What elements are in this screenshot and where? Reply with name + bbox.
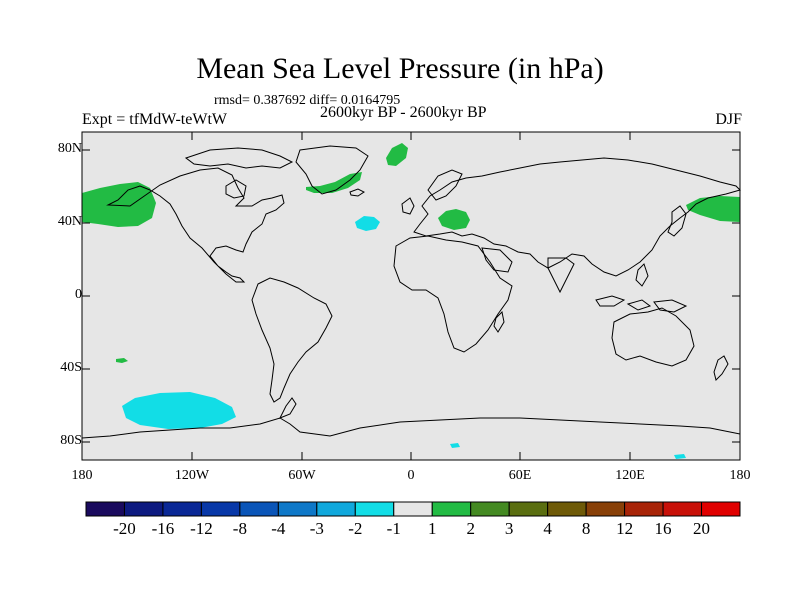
- anomaly-regions: [82, 143, 740, 459]
- lat-label-40s: 40S: [60, 360, 82, 375]
- coastline-hudson-bay: [225, 179, 247, 199]
- coastline-arabia: [481, 247, 513, 273]
- coastline-arctic-islands: [184, 147, 294, 169]
- colorbar-label: -2: [348, 519, 363, 538]
- coastline-australia: [611, 307, 695, 367]
- coastline-africa: [393, 235, 513, 353]
- coastline-north-america: [106, 167, 285, 283]
- coastline-antarctic-peninsula: [278, 397, 297, 419]
- period-label: 2600kyr BP - 2600kyr BP: [320, 104, 487, 121]
- colorbar-box: [431, 501, 472, 517]
- colorbar-label: -4: [271, 519, 286, 538]
- lon-label-180w: 180: [71, 468, 93, 483]
- coastline-japan: [667, 205, 687, 237]
- colorbar-box: [200, 501, 241, 517]
- coastline-new-zealand: [713, 355, 729, 381]
- colorbar-label: -8: [232, 519, 247, 538]
- lon-label-0: 0: [407, 468, 415, 483]
- colorbar-label: 20: [693, 519, 711, 538]
- coastline-greenland: [295, 145, 369, 195]
- lon-label-60w: 60W: [288, 468, 316, 483]
- anomaly-small-negative-1: [450, 443, 460, 448]
- coastline-south-america: [251, 277, 333, 403]
- colorbar: [85, 501, 741, 517]
- colorbar-label: 12: [616, 519, 634, 538]
- anomaly-southern-ocean-negative: [122, 392, 236, 429]
- colorbar-label: -16: [151, 519, 175, 538]
- anomaly-europe-positive: [438, 209, 470, 230]
- colorbar-label: 16: [654, 519, 672, 538]
- lat-label-80s: 80S: [60, 433, 82, 448]
- coastline-madagascar: [493, 310, 505, 333]
- coastline-eurasia: [413, 157, 741, 277]
- anomaly-north-pacific-positive: [82, 182, 156, 227]
- colorbar-label: 1: [427, 519, 437, 538]
- season-label: DJF: [715, 111, 742, 128]
- lon-label-120e: 120E: [615, 468, 645, 483]
- colorbar-label: 8: [581, 519, 591, 538]
- stats-label: rmsd= 0.387692 diff= 0.0164795: [214, 93, 401, 108]
- colorbar-box: [701, 501, 741, 517]
- coastline-indonesia-1: [595, 295, 626, 307]
- map-title: Mean Sea Level Pressure (in hPa): [196, 52, 604, 85]
- coastline-scandinavia: [427, 169, 463, 201]
- anomaly-greenland-positive: [386, 143, 408, 166]
- coastlines: [81, 145, 741, 439]
- anomaly-atlantic-negative: [355, 216, 380, 231]
- lat-label-0: 0: [75, 287, 82, 302]
- colorbar-box: [470, 501, 510, 517]
- colorbar-box: [624, 501, 664, 517]
- anomaly-small-negative-2: [674, 454, 686, 459]
- coastline-iceland: [349, 188, 365, 197]
- colorbar-box: [85, 501, 125, 517]
- coastline-indonesia-2: [626, 299, 652, 311]
- anomaly-north-atlantic-positive: [306, 172, 362, 193]
- lat-label-80n: 80N: [57, 141, 82, 156]
- colorbar-box: [316, 501, 356, 517]
- colorbar-box: [585, 501, 626, 517]
- axis-ticks: [82, 132, 740, 460]
- colorbar-box: [354, 501, 395, 517]
- lon-label-120w: 120W: [174, 468, 210, 483]
- colorbar-box: [547, 501, 587, 517]
- lat-label-40n: 40N: [57, 214, 82, 229]
- colorbar-box: [508, 501, 549, 517]
- colorbar-label: -12: [190, 519, 213, 538]
- colorbar-box: [277, 501, 318, 517]
- colorbar-label: -1: [386, 519, 401, 538]
- colorbar-label: -20: [113, 519, 136, 538]
- coastline-philippines: [635, 263, 649, 287]
- colorbar-label: 3: [504, 519, 514, 538]
- colorbar-label: -3: [309, 519, 324, 538]
- colorbar-box: [239, 501, 279, 517]
- coastline-india: [547, 257, 575, 294]
- colorbar-box: [162, 501, 202, 517]
- coastline-british-isles: [401, 197, 415, 215]
- colorbar-box: [123, 501, 164, 517]
- colorbar-label: 2: [466, 519, 475, 538]
- lon-label-180e: 180: [729, 468, 751, 483]
- colorbar-box: [393, 501, 433, 517]
- anomaly-south-pacific-positive: [116, 358, 128, 363]
- colorbar-label: 4: [543, 519, 552, 538]
- lon-label-60e: 60E: [508, 468, 532, 483]
- colorbar-box: [662, 501, 703, 517]
- experiment-label: Expt = tfMdW-teWtW: [82, 111, 227, 128]
- coastline-antarctica: [81, 417, 741, 439]
